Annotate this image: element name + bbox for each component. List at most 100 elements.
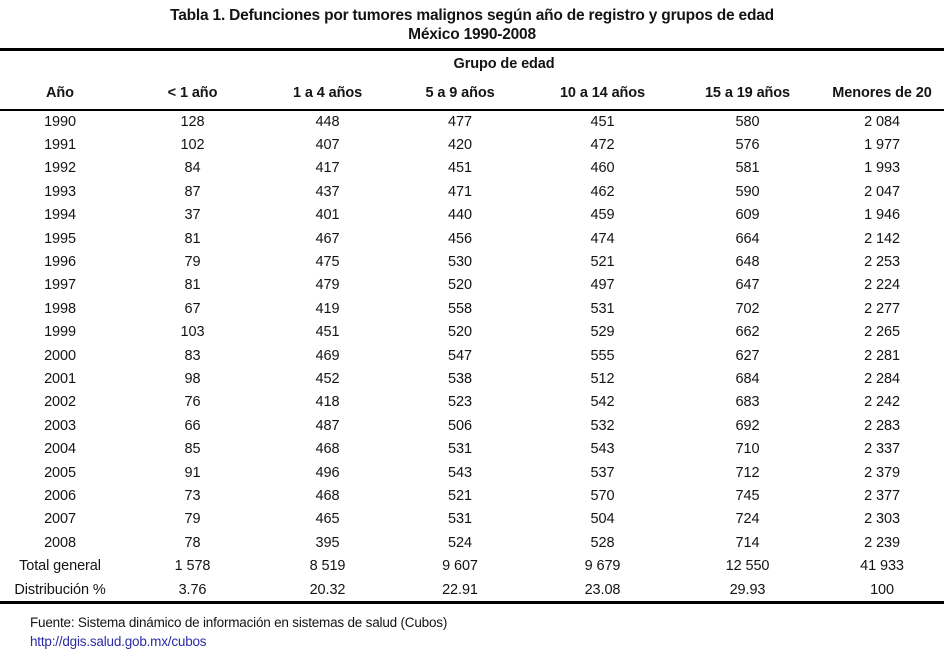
value-cell: 496 [315,464,340,481]
table-row: 1994 37 401 440 459 609 1 946 [0,204,944,227]
row-label: 2001 [44,370,76,387]
row-label: 2002 [44,394,76,411]
value-cell: 420 [448,137,472,154]
value-cell: 724 [735,511,760,528]
value-cell: 460 [590,160,615,177]
value-cell: 84 [184,160,201,177]
value-cell: 417 [315,160,340,177]
row-label: 2008 [44,534,76,551]
row-label: 1990 [44,114,76,131]
table-row: 1999 103 451 520 529 662 2 265 [0,321,944,344]
value-cell: 2 239 [864,534,900,551]
value-cell: 487 [315,417,340,434]
table-row: 2006 73 468 521 570 745 2 377 [0,484,944,507]
table-row: 1991 102 407 420 472 576 1 977 [0,133,944,156]
table-row: 1996 79 475 530 521 648 2 253 [0,250,944,273]
value-cell: 558 [448,300,472,317]
value-cell: 81 [184,277,201,294]
value-cell: 524 [448,534,472,551]
value-cell: 2 253 [864,254,900,271]
value-cell: 9 607 [442,558,478,575]
value-cell: 692 [735,417,760,434]
row-label: Distribución % [14,581,106,598]
value-cell: 532 [590,417,615,434]
value-cell: 469 [315,347,340,364]
value-cell: 2 377 [864,487,900,504]
value-cell: 683 [735,394,760,411]
value-cell: 468 [315,487,340,504]
value-cell: 1 993 [864,160,900,177]
row-label: 2007 [44,511,76,528]
value-cell: 555 [590,347,615,364]
value-cell: 576 [735,137,760,154]
value-cell: 85 [184,441,201,458]
value-cell: 531 [448,441,472,458]
value-cell: 41 933 [860,558,904,575]
value-cell: 479 [315,277,340,294]
value-cell: 22.91 [442,581,478,598]
value-cell: 419 [315,300,340,317]
value-cell: 12 550 [725,558,770,575]
row-label: 1999 [44,324,76,341]
value-cell: 684 [735,370,760,387]
value-cell: 710 [735,441,760,458]
value-cell: 2 303 [864,511,900,528]
table-row: 2007 79 465 531 504 724 2 303 [0,508,944,531]
row-label: 1997 [44,277,76,294]
group-header-row: Grupo de edad [0,51,944,77]
value-cell: 542 [590,394,615,411]
table-row: 2004 85 468 531 543 710 2 337 [0,437,944,460]
value-cell: 66 [184,417,201,434]
value-cell: 1 946 [864,207,900,224]
table-row: 2008 78 395 524 528 714 2 239 [0,531,944,554]
row-label: 1998 [44,300,76,317]
row-label: 2004 [44,441,76,458]
value-cell: 440 [448,207,472,224]
value-cell: 98 [184,370,201,387]
column-header-15-19: 15 a 19 años [704,85,791,101]
value-cell: 456 [448,230,472,247]
source-link[interactable]: http://dgis.salud.gob.mx/cubos [30,634,207,650]
table-title-line1: Tabla 1. Defunciones por tumores maligno… [170,7,774,24]
row-label: 2005 [44,464,76,481]
column-header-menor-1: < 1 año [167,85,218,101]
bottom-divider [0,601,944,605]
value-cell: 702 [735,300,760,317]
value-cell: 475 [315,254,340,271]
row-label: 1995 [44,230,76,247]
value-cell: 477 [448,114,472,131]
table-row: 1998 67 419 558 531 702 2 277 [0,297,944,320]
table-row: 2005 91 496 543 537 712 2 379 [0,461,944,484]
row-label: 1992 [44,160,76,177]
value-cell: 2 337 [864,441,900,458]
value-cell: 529 [590,324,615,341]
table-row: 1992 84 417 451 460 581 1 993 [0,157,944,180]
table-row: 1990 128 448 477 451 580 2 084 [0,110,944,133]
row-label: 1994 [44,207,76,224]
value-cell: 462 [590,183,615,200]
value-cell: 472 [590,137,615,154]
value-cell: 448 [315,114,340,131]
value-cell: 395 [315,534,340,551]
value-cell: 520 [448,277,472,294]
value-cell: 451 [315,324,340,341]
value-cell: 537 [590,464,615,481]
value-cell: 538 [448,370,472,387]
value-cell: 79 [184,254,201,271]
value-cell: 662 [735,324,760,341]
column-header-10-14: 10 a 14 años [559,85,646,101]
value-cell: 1 578 [174,558,211,575]
value-cell: 29.93 [729,581,766,598]
table-row: 1995 81 467 456 474 664 2 142 [0,227,944,250]
value-cell: 523 [448,394,472,411]
value-cell: 467 [315,230,340,247]
column-header-5-9: 5 a 9 años [425,85,495,101]
column-header-1-4: 1 a 4 años [292,85,363,101]
value-cell: 547 [448,347,472,364]
value-cell: 581 [735,160,760,177]
value-cell: 712 [735,464,760,481]
value-cell: 504 [590,511,615,528]
value-cell: 2 283 [864,417,900,434]
table-row: 1997 81 479 520 497 647 2 224 [0,274,944,297]
value-cell: 609 [735,207,760,224]
